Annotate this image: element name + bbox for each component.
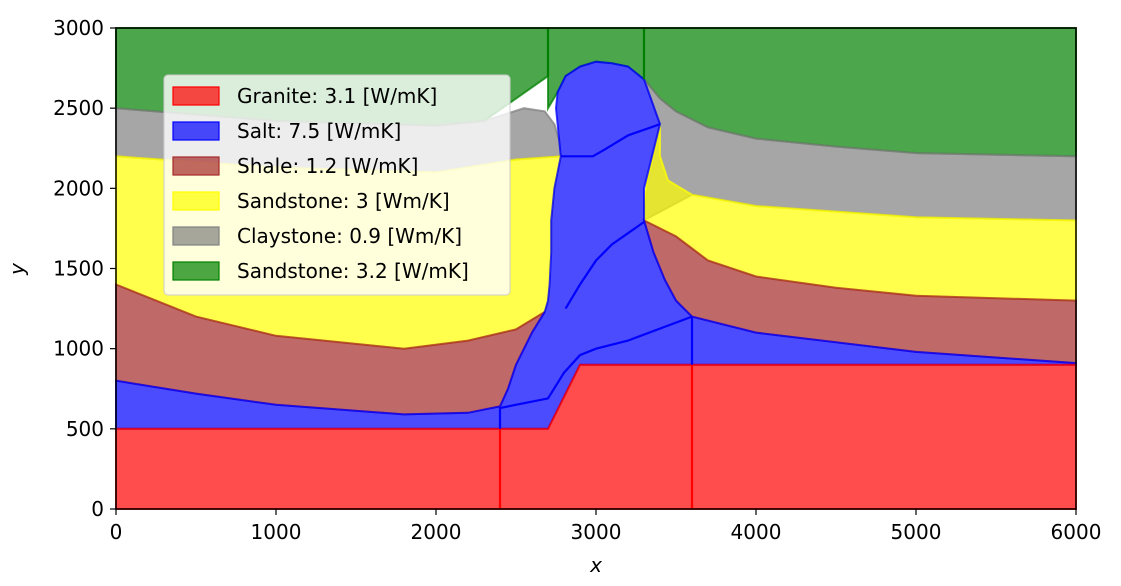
line-salt-edge-step (498, 315, 693, 429)
boundary-lines (498, 28, 694, 509)
legend-swatch (172, 191, 220, 211)
y-tick-label: 3000 (53, 16, 104, 40)
legend-swatch (172, 226, 220, 246)
legend-box (163, 74, 511, 296)
x-tick-label: 0 (110, 520, 123, 544)
legend: Granite: 3.1 [W/mK] Salt: 7.5 [W/mK] Shale… (163, 74, 511, 296)
y-tick-label: 2500 (53, 96, 104, 120)
legend-swatch (172, 156, 220, 176)
legend-label: Sandstone: 3 [Wm/K] (237, 189, 450, 213)
x-axis-ticks: 0 1000 2000 3000 4000 5000 6000 (110, 509, 1102, 544)
legend-label: Claystone: 0.9 [Wm/K] (237, 224, 462, 248)
y-tick-label: 500 (66, 417, 104, 441)
x-tick-label: 2000 (411, 520, 462, 544)
y-tick-label: 1500 (53, 257, 104, 281)
line-salt-edge-diag (564, 221, 645, 310)
legend-swatch (172, 261, 220, 281)
y-axis-label: y (5, 262, 29, 276)
y-axis-ticks: 0 500 1000 1500 2000 2500 3000 (53, 16, 116, 521)
y-tick-label: 2000 (53, 176, 104, 200)
legend-label: Granite: 3.1 [W/mK] (237, 84, 437, 108)
legend-label: Sandstone: 3.2 [W/mK] (237, 259, 469, 283)
x-tick-label: 3000 (571, 520, 622, 544)
y-tick-label: 1000 (53, 337, 104, 361)
x-tick-label: 1000 (251, 520, 302, 544)
x-tick-label: 4000 (731, 520, 782, 544)
legend-swatch (172, 86, 220, 106)
x-tick-label: 6000 (1051, 520, 1102, 544)
region-salt-body (115, 60, 1077, 430)
legend-label: Shale: 1.2 [W/mK] (237, 154, 418, 178)
y-tick-label: 0 (91, 497, 104, 521)
legend-label: Salt: 7.5 [W/mK] (237, 119, 401, 143)
legend-swatch (172, 121, 220, 141)
x-tick-label: 5000 (891, 520, 942, 544)
x-axis-label: x (589, 553, 602, 577)
line-salt-edge-upper (560, 123, 661, 158)
